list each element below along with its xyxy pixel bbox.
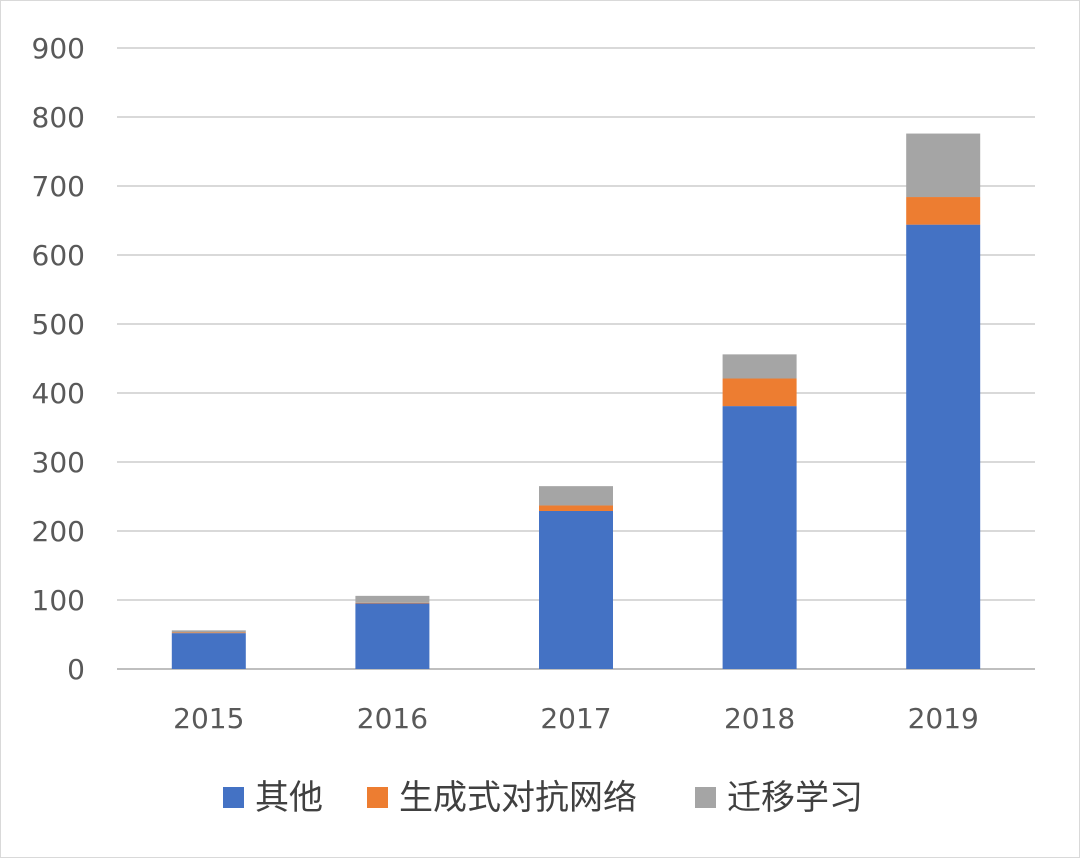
x-tick-label: 2018 [724, 702, 795, 735]
legend: 其他 生成式对抗网络 迁移学习 [223, 778, 863, 818]
legend-label: 生成式对抗网络 [399, 778, 637, 818]
y-tick-label: 600 [32, 239, 85, 272]
bar-segment-2015-s1 [171, 632, 246, 634]
y-tick-label: 100 [32, 584, 85, 617]
y-tick-label: 500 [32, 308, 85, 341]
bar-segment-2016-s1 [355, 602, 430, 604]
bar-segment-2016-s0 [355, 603, 430, 669]
x-axis-tick-labels: 2015 2016 2017 2018 2019 [173, 702, 979, 735]
bar-segment-2018-s0 [722, 406, 797, 669]
x-tick-label: 2017 [540, 702, 611, 735]
bars [171, 133, 981, 669]
bar-segment-2019-s1 [906, 197, 981, 225]
x-tick-label: 2019 [908, 702, 979, 735]
y-tick-label: 800 [32, 101, 85, 134]
bar-segment-2019-s0 [906, 224, 981, 669]
y-tick-label: 400 [32, 377, 85, 410]
legend-swatch [223, 787, 244, 808]
bar-segment-2016-s2 [355, 595, 430, 603]
y-tick-label: 700 [32, 170, 85, 203]
legend-label: 迁移学习 [727, 778, 863, 818]
bar-segment-2015-s2 [171, 630, 246, 633]
bar-segment-2015-s0 [171, 633, 246, 669]
legend-swatch [695, 787, 716, 808]
bar-segment-2018-s2 [722, 354, 797, 379]
y-axis-tick-labels: 0 100 200 300 400 500 600 700 800 900 [32, 32, 85, 686]
legend-swatch [367, 787, 388, 808]
bar-segment-2018-s1 [722, 378, 797, 407]
legend-label: 其他 [255, 778, 323, 818]
y-tick-label: 300 [32, 446, 85, 479]
bar-segment-2017-s0 [539, 510, 613, 669]
x-tick-label: 2015 [173, 702, 244, 735]
bar-segment-2017-s1 [539, 505, 613, 511]
bar-segment-2017-s2 [539, 486, 613, 506]
bar-segment-2019-s2 [906, 133, 981, 198]
y-tick-label: 200 [32, 515, 85, 548]
y-tick-label: 900 [32, 32, 85, 65]
y-tick-label: 0 [67, 653, 85, 686]
x-tick-label: 2016 [357, 702, 428, 735]
gridlines [117, 47, 1035, 670]
